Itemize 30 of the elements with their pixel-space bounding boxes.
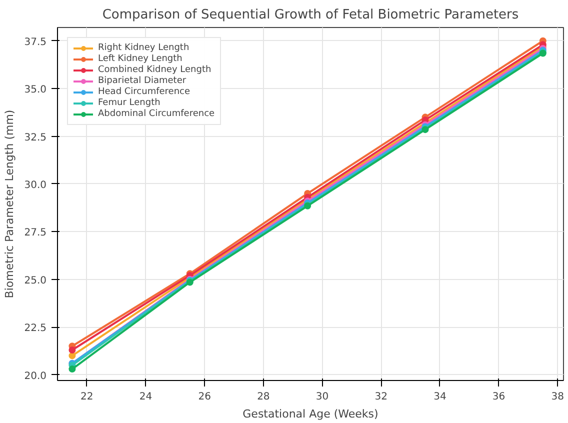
y-tick-label: 32.5: [24, 132, 46, 144]
legend-label: Abdominal Circumference: [98, 109, 215, 119]
y-tick-label: 25.0: [24, 275, 46, 286]
legend-label: Head Circumference: [98, 87, 190, 97]
point: [68, 346, 76, 354]
x-tick-label: 38: [551, 392, 564, 402]
legend-label: Combined Kidney Length: [98, 65, 212, 75]
y-tick-label: 30.0: [24, 180, 46, 191]
y-tick-label: 22.5: [24, 323, 46, 334]
x-tick-label: 30: [316, 392, 329, 402]
y-axis-title: Biometric Parameter Length (mm): [3, 110, 16, 298]
point: [68, 366, 76, 373]
x-tick-label: 32: [374, 392, 388, 402]
x-tick-label: 24: [139, 392, 152, 402]
legend-label: Right Kidney Length: [98, 43, 190, 53]
x-tick-label: 36: [492, 392, 506, 402]
legend-label: Biparietal Diameter: [98, 76, 186, 86]
chart-title: Comparison of Sequential Growth of Fetal Biometric Parameters: [102, 8, 519, 22]
y-tick-label: 27.5: [24, 228, 46, 239]
x-tick-label: 26: [198, 392, 211, 402]
x-tick-label: 22: [80, 392, 94, 402]
y-tick-label: 37.5: [24, 36, 46, 48]
y-tick-label: 20.0: [24, 370, 46, 382]
legend-label: Femur Length: [98, 98, 160, 108]
x-tick-label: 28: [257, 392, 270, 402]
x-axis-title: Gestational Age (Weeks): [242, 408, 378, 420]
legend-label: Left Kidney Length: [98, 54, 182, 64]
y-tick-label: 35.0: [24, 84, 46, 96]
x-tick-label: 34: [434, 392, 446, 402]
point: [68, 352, 76, 360]
